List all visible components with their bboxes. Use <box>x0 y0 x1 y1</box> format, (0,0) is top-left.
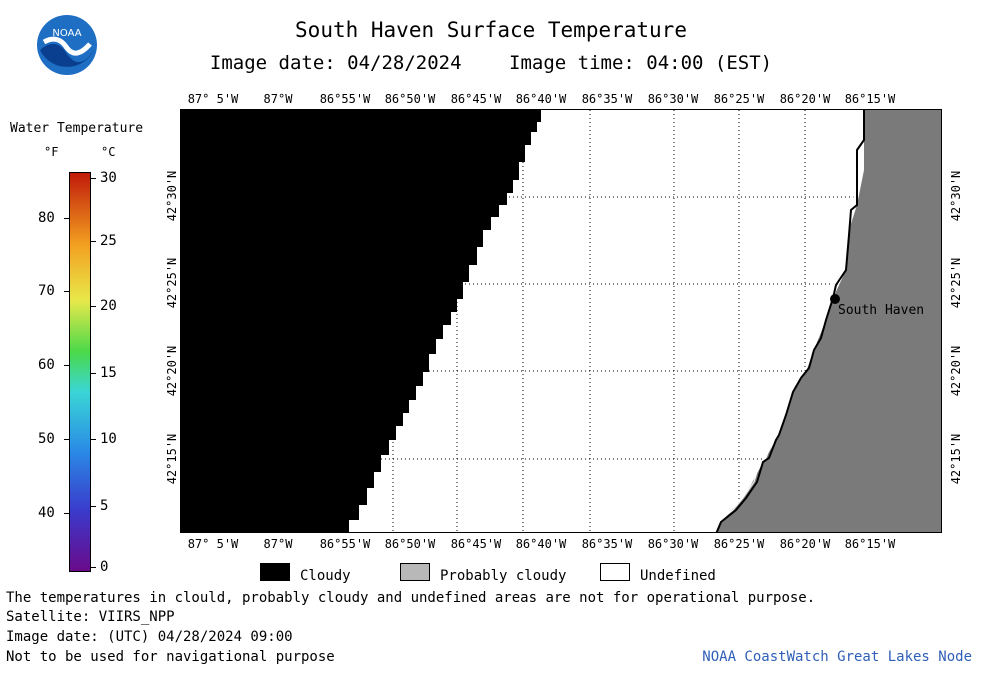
colorbar-tickmark-c <box>91 506 96 507</box>
colorbar-tickmark-c <box>91 241 96 242</box>
lat-label-left: 42°15'N <box>165 433 179 485</box>
lat-label-left: 42°25'N <box>165 257 179 309</box>
south-haven-marker <box>830 294 840 304</box>
shoreline <box>715 110 865 532</box>
lon-label-bottom: 86°25'W <box>713 537 765 551</box>
lat-label-left: 42°20'N <box>165 345 179 397</box>
colorbar-title: Water Temperature <box>10 121 144 136</box>
colorbar-tick-c: 15 <box>100 365 117 381</box>
lon-label-top: 87° 5'W <box>187 92 239 106</box>
lon-label-bottom: 86°45'W <box>450 537 502 551</box>
unit-f: °F <box>44 145 59 159</box>
colorbar-tick-f: 70 <box>38 283 55 299</box>
colorbar-tickmark-c <box>91 439 96 440</box>
image-time: Image time: 04:00 (EST) <box>509 52 773 74</box>
cloud-region <box>181 110 541 532</box>
map-svg <box>181 110 941 532</box>
colorbar-tick-c: 10 <box>100 431 117 447</box>
lon-label-bottom: 86°20'W <box>779 537 831 551</box>
legend-swatch-cloudy <box>260 563 290 581</box>
lon-label-top: 87°W <box>263 92 293 106</box>
lon-label-top: 86°25'W <box>713 92 765 106</box>
colorbar-tickmark-c <box>91 567 96 568</box>
lon-label-bottom: 86°15'W <box>844 537 896 551</box>
colorbar-tickmark-c <box>91 306 96 307</box>
lon-label-bottom: 86°55'W <box>319 537 371 551</box>
colorbar <box>69 172 91 572</box>
lon-label-top: 86°15'W <box>844 92 896 106</box>
shoreline-outline <box>713 110 862 532</box>
footer-disclaimer: The temperatures in clould, probably clo… <box>6 590 816 606</box>
noaa-logo-text: NOAA <box>52 28 81 39</box>
colorbar-tick-f: 40 <box>38 505 55 521</box>
colorbar-tick-c: 30 <box>100 170 117 186</box>
lon-label-top: 86°20'W <box>779 92 831 106</box>
lon-label-top: 86°40'W <box>515 92 567 106</box>
colorbar-tick-c: 0 <box>100 559 109 575</box>
land-region <box>716 110 941 532</box>
noaa-logo-icon: NOAA <box>36 14 98 76</box>
image-date: Image date: 04/28/2024 <box>209 52 462 74</box>
footer-navigation-warning: Not to be used for navigational purpose <box>6 649 335 665</box>
page-title: South Haven Surface Temperature <box>295 18 687 42</box>
colorbar-tick-f: 80 <box>38 210 55 226</box>
lon-label-bottom: 87° 5'W <box>187 537 239 551</box>
colorbar-tickmark-f <box>64 218 69 219</box>
legend-label-probably-cloudy: Probably cloudy <box>440 568 567 584</box>
lon-label-bottom: 87°W <box>263 537 293 551</box>
colorbar-tick-f: 60 <box>38 357 55 373</box>
lon-label-top: 86°45'W <box>450 92 502 106</box>
image-date-time: Image date: 04/28/2024 Image time: 04:00… <box>0 52 982 74</box>
colorbar-tickmark-c <box>91 178 96 179</box>
lon-label-top: 86°30'W <box>647 92 699 106</box>
colorbar-tickmark-c <box>91 373 96 374</box>
colorbar-tick-c: 5 <box>100 498 109 514</box>
colorbar-tickmark-f <box>64 365 69 366</box>
colorbar-tickmark-f <box>64 513 69 514</box>
footer-utc-date: Image date: (UTC) 04/28/2024 09:00 <box>6 629 293 645</box>
lon-label-top: 86°50'W <box>384 92 436 106</box>
colorbar-tickmark-f <box>64 439 69 440</box>
lon-label-bottom: 86°40'W <box>515 537 567 551</box>
lon-label-bottom: 86°30'W <box>647 537 699 551</box>
colorbar-tick-c: 25 <box>100 233 117 249</box>
lon-label-bottom: 86°50'W <box>384 537 436 551</box>
lat-label-right: 42°25'N <box>949 257 963 309</box>
colorbar-tick-c: 20 <box>100 298 117 314</box>
credit-link[interactable]: NOAA CoastWatch Great Lakes Node <box>702 649 972 665</box>
colorbar-tick-f: 50 <box>38 431 55 447</box>
legend-label-cloudy: Cloudy <box>300 568 351 584</box>
lon-label-bottom: 86°35'W <box>581 537 633 551</box>
lon-label-top: 86°35'W <box>581 92 633 106</box>
legend-swatch-probably-cloudy <box>400 563 430 581</box>
lat-label-right: 42°15'N <box>949 433 963 485</box>
lat-label-left: 42°30'N <box>165 170 179 222</box>
unit-c: °C <box>101 145 116 159</box>
colorbar-tickmark-f <box>64 291 69 292</box>
lat-label-right: 42°30'N <box>949 170 963 222</box>
legend-swatch-undefined <box>600 563 630 581</box>
footer-satellite: Satellite: VIIRS_NPP <box>6 609 175 625</box>
legend-label-undefined: Undefined <box>640 568 716 584</box>
map-frame <box>180 109 942 533</box>
city-label-south-haven: South Haven <box>838 303 925 318</box>
lat-label-right: 42°20'N <box>949 345 963 397</box>
lon-label-top: 86°55'W <box>319 92 371 106</box>
